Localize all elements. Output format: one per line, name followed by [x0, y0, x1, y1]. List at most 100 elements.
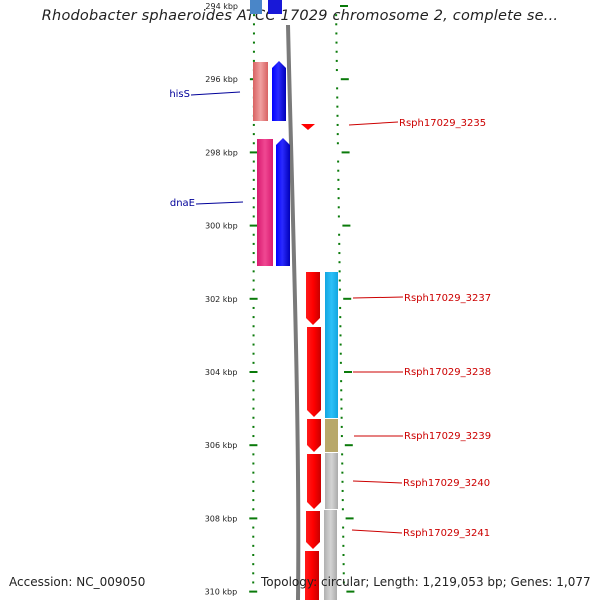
- kbp-minor-tick: [252, 389, 255, 392]
- kbp-minor-tick-right: [335, 50, 338, 53]
- kbp-minor-tick-right: [340, 389, 343, 392]
- leader-line-rsph17029-3241: [351, 529, 403, 534]
- kbp-major-tick-right: [345, 517, 354, 520]
- gene-arrow-rsph17029-3235[interactable]: [301, 124, 315, 130]
- kbp-tick-label: 296 kbp: [205, 75, 238, 84]
- gene-arrow-rsph17029-3240[interactable]: [307, 454, 321, 509]
- kbp-major-tick: [249, 444, 258, 447]
- kbp-major-tick-right: [344, 371, 352, 373]
- kbp-major-tick: [249, 151, 258, 154]
- kbp-minor-tick: [252, 425, 255, 428]
- cog-bar-rsph17029-3239: [325, 419, 338, 452]
- kbp-minor-tick: [252, 462, 255, 465]
- chromosome-backbone: [286, 24, 301, 600]
- kbp-minor-tick: [252, 14, 255, 17]
- forward-genes-group: [305, 272, 321, 600]
- right-tick-column: [335, 5, 355, 593]
- kbp-minor-tick: [252, 142, 255, 145]
- kbp-minor-tick-right: [338, 233, 341, 236]
- gene-label-rsph17029-3239[interactable]: Rsph17029_3239: [404, 431, 491, 442]
- kbp-minor-tick: [252, 169, 255, 172]
- kbp-minor-tick-right: [339, 343, 342, 346]
- kbp-minor-tick-right: [342, 572, 345, 575]
- kbp-minor-tick-right: [336, 123, 339, 126]
- leader-line-dnaE: [195, 201, 244, 205]
- kbp-minor-tick-right: [341, 508, 344, 511]
- kbp-minor-tick: [252, 508, 255, 511]
- kbp-minor-tick-right: [341, 480, 344, 483]
- kbp-major-tick-right: [341, 151, 350, 154]
- kbp-minor-tick: [252, 343, 255, 346]
- kbp-minor-tick: [252, 50, 255, 53]
- kbp-minor-tick: [252, 288, 255, 291]
- kbp-major-tick: [249, 297, 258, 300]
- leader-line-rsph17029-3240: [352, 480, 403, 484]
- kbp-minor-tick: [252, 554, 255, 556]
- kbp-minor-tick-right: [342, 581, 345, 584]
- kbp-minor-tick: [252, 306, 255, 309]
- gene-arrow-rsph17029-3238[interactable]: [307, 327, 321, 417]
- kbp-major-tick-right: [344, 444, 353, 447]
- kbp-major-tick-right: [342, 224, 351, 227]
- gene-arrow-rsph17029-3237[interactable]: [306, 272, 320, 325]
- kbp-minor-tick: [252, 398, 255, 401]
- gene-arrow-cropped-bottom[interactable]: [305, 551, 319, 600]
- gene-label-rsph17029-3240[interactable]: Rsph17029_3240: [403, 478, 490, 489]
- kbp-minor-tick-right: [336, 142, 339, 145]
- kbp-minor-tick-right: [335, 59, 338, 62]
- gene-label-rsph17029-3238[interactable]: Rsph17029_3238: [404, 367, 491, 378]
- kbp-minor-tick-right: [337, 197, 340, 200]
- kbp-minor-tick-right: [341, 489, 344, 492]
- gene-label-hisS[interactable]: hisS: [169, 89, 190, 100]
- kbp-minor-tick-right: [341, 453, 344, 456]
- kbp-minor-tick-right: [339, 325, 342, 328]
- kbp-minor-tick: [252, 197, 255, 200]
- kbp-minor-tick: [252, 316, 255, 319]
- kbp-minor-tick: [252, 489, 255, 492]
- kbp-minor-tick: [252, 261, 255, 264]
- kbp-minor-tick: [252, 215, 255, 218]
- kbp-minor-tick: [252, 453, 255, 456]
- kbp-minor-tick: [252, 270, 255, 273]
- kbp-minor-tick: [252, 59, 255, 62]
- cog-bar-dnaE: [257, 139, 273, 266]
- gene-arrow-rsph17029-3241[interactable]: [306, 511, 320, 549]
- kbp-minor-tick: [252, 416, 255, 419]
- gene-label-rsph17029-3237[interactable]: Rsph17029_3237: [404, 293, 491, 304]
- kbp-minor-tick-right: [337, 206, 340, 209]
- kbp-minor-tick-right: [335, 32, 338, 35]
- kbp-minor-tick: [252, 435, 255, 438]
- cog-bar-rsph17029-3237-3238: [325, 272, 338, 418]
- kbp-minor-tick-right: [337, 178, 340, 181]
- kbp-minor-tick-right: [339, 316, 342, 319]
- kbp-tick-label: 308 kbp: [205, 514, 238, 523]
- kbp-minor-tick: [252, 572, 255, 575]
- gene-arrow-rsph17029-3239[interactable]: [307, 419, 321, 452]
- kbp-minor-tick-right: [340, 407, 343, 410]
- kbp-major-tick: [249, 590, 258, 593]
- leader-line-hisS: [190, 91, 241, 96]
- kbp-tick-label: 310 kbp: [205, 588, 238, 597]
- kbp-minor-tick-right: [336, 133, 339, 136]
- gene-label-dnaE[interactable]: dnaE: [170, 198, 195, 209]
- gene-label-rsph17029-3241[interactable]: Rsph17029_3241: [403, 528, 490, 539]
- gene-block-top-cropped: [250, 0, 262, 14]
- kbp-minor-tick: [252, 325, 255, 328]
- kbp-minor-tick: [252, 499, 255, 502]
- kbp-minor-tick-right: [336, 105, 339, 108]
- kbp-minor-tick: [252, 41, 255, 44]
- gene-label-rsph17029-3235[interactable]: Rsph17029_3235: [399, 118, 486, 129]
- kbp-major-tick-right: [340, 5, 348, 7]
- kbp-minor-tick: [252, 526, 255, 529]
- kbp-minor-tick-right: [342, 563, 345, 566]
- kbp-minor-tick-right: [336, 87, 339, 90]
- kbp-minor-tick-right: [338, 288, 341, 291]
- chromosome-title: Rhodobacter sphaeroides ATCC 17029 chrom…: [41, 8, 559, 24]
- kbp-major-tick-right: [346, 590, 355, 593]
- kbp-minor-tick: [252, 535, 255, 538]
- leader-line-rsph17029-3235: [348, 121, 399, 126]
- kbp-minor-tick-right: [335, 69, 338, 72]
- gene-arrow-dnaE[interactable]: [276, 138, 290, 266]
- gene-arrow-hisS[interactable]: [272, 61, 286, 121]
